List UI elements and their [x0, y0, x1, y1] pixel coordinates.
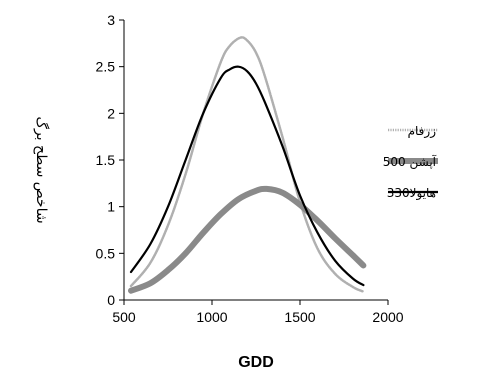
- series-line-3: [129, 65, 365, 287]
- y-tick-label: 0.5: [96, 245, 116, 261]
- x-tick-label: 1000: [196, 309, 227, 325]
- y-tick-label: 0: [107, 292, 115, 308]
- y-tick-label: 3: [107, 12, 115, 28]
- y-tick-label: 2.5: [96, 59, 116, 75]
- x-tick-label: 1500: [284, 309, 315, 325]
- y-tick-label: 1.5: [96, 152, 116, 168]
- legend-label-1: زرفام: [408, 124, 437, 139]
- legend-label-3: هایولا330: [387, 186, 436, 201]
- series-line-1: [129, 36, 365, 293]
- series-line-2: [128, 185, 367, 294]
- legend-label-2: آپشن 500: [383, 154, 437, 170]
- axes: 0 0.5 1 1.5 2 2.5 3 500 1000 1500 2000: [96, 12, 404, 325]
- x-tick-label: 500: [112, 309, 136, 325]
- plot-area: [128, 36, 367, 294]
- x-tick-label: 2000: [372, 309, 403, 325]
- legend: زرفام آپشن 500 هایولا330: [383, 124, 438, 201]
- y-tick-label: 1: [107, 199, 115, 215]
- x-axis-label: GDD: [238, 354, 274, 371]
- y-axis-label: شاخص سطح برگ: [33, 116, 51, 223]
- y-tick-label: 2: [107, 105, 115, 121]
